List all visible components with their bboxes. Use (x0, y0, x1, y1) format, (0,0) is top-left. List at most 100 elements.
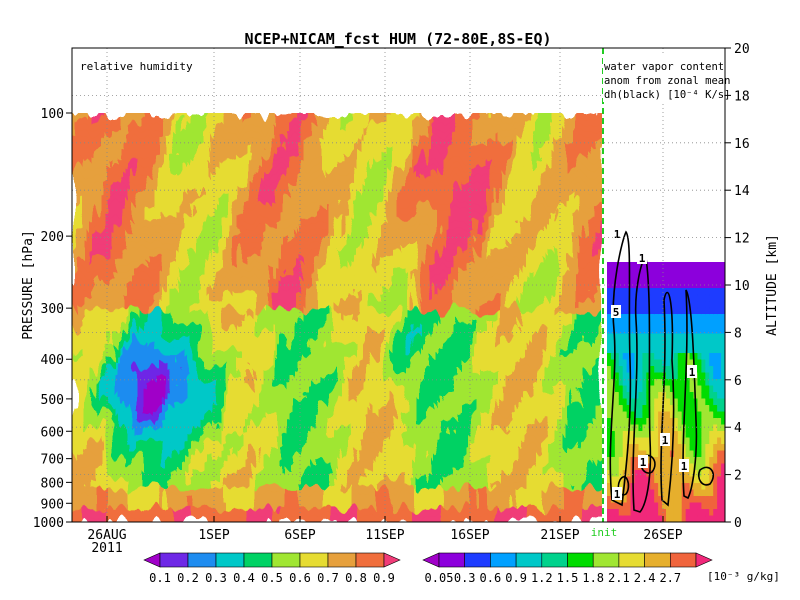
rh-cell (157, 453, 163, 462)
rh-cell (387, 453, 393, 462)
rh-cell (197, 453, 203, 462)
rh-cell (222, 358, 228, 366)
rh-cell (352, 228, 358, 237)
rh-cell (412, 453, 418, 462)
rh-cell (357, 344, 363, 353)
rh-cell (462, 153, 468, 162)
rh-cell (247, 365, 253, 373)
rh-cell (467, 440, 473, 448)
rh-cell (357, 201, 363, 210)
rh-cell (122, 181, 128, 189)
rh-cell (187, 181, 193, 189)
rh-cell (472, 119, 478, 128)
rh-cell (407, 310, 413, 319)
rh-cell (322, 494, 328, 503)
rh-cell (217, 181, 223, 189)
rh-cell (242, 119, 248, 128)
rh-cell (302, 249, 308, 257)
rh-cell (237, 283, 243, 291)
rh-cell (132, 351, 138, 359)
rh-cell (447, 358, 453, 366)
rh-cell (262, 174, 268, 182)
rh-cell (417, 119, 423, 128)
rh-cell (282, 269, 288, 278)
rh-cell (72, 160, 78, 169)
rh-cell (342, 194, 348, 203)
rh-cell (187, 133, 193, 141)
rh-cell (77, 447, 83, 455)
rh-cell (452, 262, 458, 271)
rh-cell (317, 467, 323, 475)
rh-cell (397, 378, 403, 387)
rh-cell (397, 358, 403, 366)
rh-cell (137, 276, 143, 285)
rh-cell (172, 235, 178, 244)
rh-cell (112, 153, 118, 162)
rh-cell (457, 228, 463, 237)
rh-cell (417, 262, 423, 271)
rh-cell (142, 337, 148, 346)
rh-cell (402, 481, 408, 489)
rh-cell (377, 337, 383, 346)
rh-cell (272, 249, 278, 257)
rh-cell (372, 385, 378, 394)
rh-cell (172, 385, 178, 394)
rh-cell (302, 215, 308, 223)
rh-cell (97, 440, 103, 448)
rh-cell (377, 201, 383, 210)
rh-cell (137, 140, 143, 148)
rh-cell (102, 113, 108, 121)
rh-cell (467, 433, 473, 441)
rh-cell (87, 235, 93, 244)
rh-cell (472, 460, 478, 469)
rh-cell (192, 508, 198, 516)
rh-cell (72, 515, 78, 522)
rh-cell (77, 181, 83, 189)
rh-cell (217, 453, 223, 462)
rh-cell (472, 276, 478, 285)
rh-cell (477, 249, 483, 257)
rh-cell (402, 283, 408, 291)
rh-cell (157, 331, 163, 339)
rh-cell (442, 310, 448, 319)
rh-cell (407, 351, 413, 359)
rh-cell (127, 113, 133, 121)
rh-cell (122, 310, 128, 319)
rh-cell (77, 419, 83, 428)
rh-cell (322, 290, 328, 298)
rh-cell (127, 515, 133, 522)
rh-cell (467, 256, 473, 264)
rh-cell (222, 412, 228, 421)
rh-cell (252, 481, 258, 489)
rh-cell (407, 147, 413, 155)
rh-cell (272, 378, 278, 387)
rh-cell (72, 324, 78, 332)
rh-cell (72, 372, 78, 380)
rh-cell (332, 447, 338, 455)
rh-cell (82, 119, 88, 128)
rh-cell (362, 303, 368, 312)
rh-cell (412, 256, 418, 264)
rh-cell (342, 310, 348, 319)
rh-cell (292, 447, 298, 455)
rh-cell (217, 447, 223, 455)
rh-cell (257, 358, 263, 366)
rh-cell (232, 140, 238, 148)
rh-cell (102, 358, 108, 366)
rh-cell (377, 487, 383, 496)
rh-cell (287, 181, 293, 189)
rh-cell (322, 474, 328, 482)
rh-cell (482, 269, 488, 278)
rh-cell (122, 228, 128, 237)
rh-cell (257, 297, 263, 305)
rh-cell (422, 399, 428, 407)
rh-cell (207, 426, 213, 434)
rh-cell (277, 337, 283, 346)
rh-cell (367, 228, 373, 237)
rh-cell (357, 256, 363, 264)
rh-cell (317, 399, 323, 407)
rh-cell (327, 174, 333, 182)
rh-cell (127, 208, 133, 216)
rh-cell (72, 256, 78, 264)
rh-cell (412, 310, 418, 319)
